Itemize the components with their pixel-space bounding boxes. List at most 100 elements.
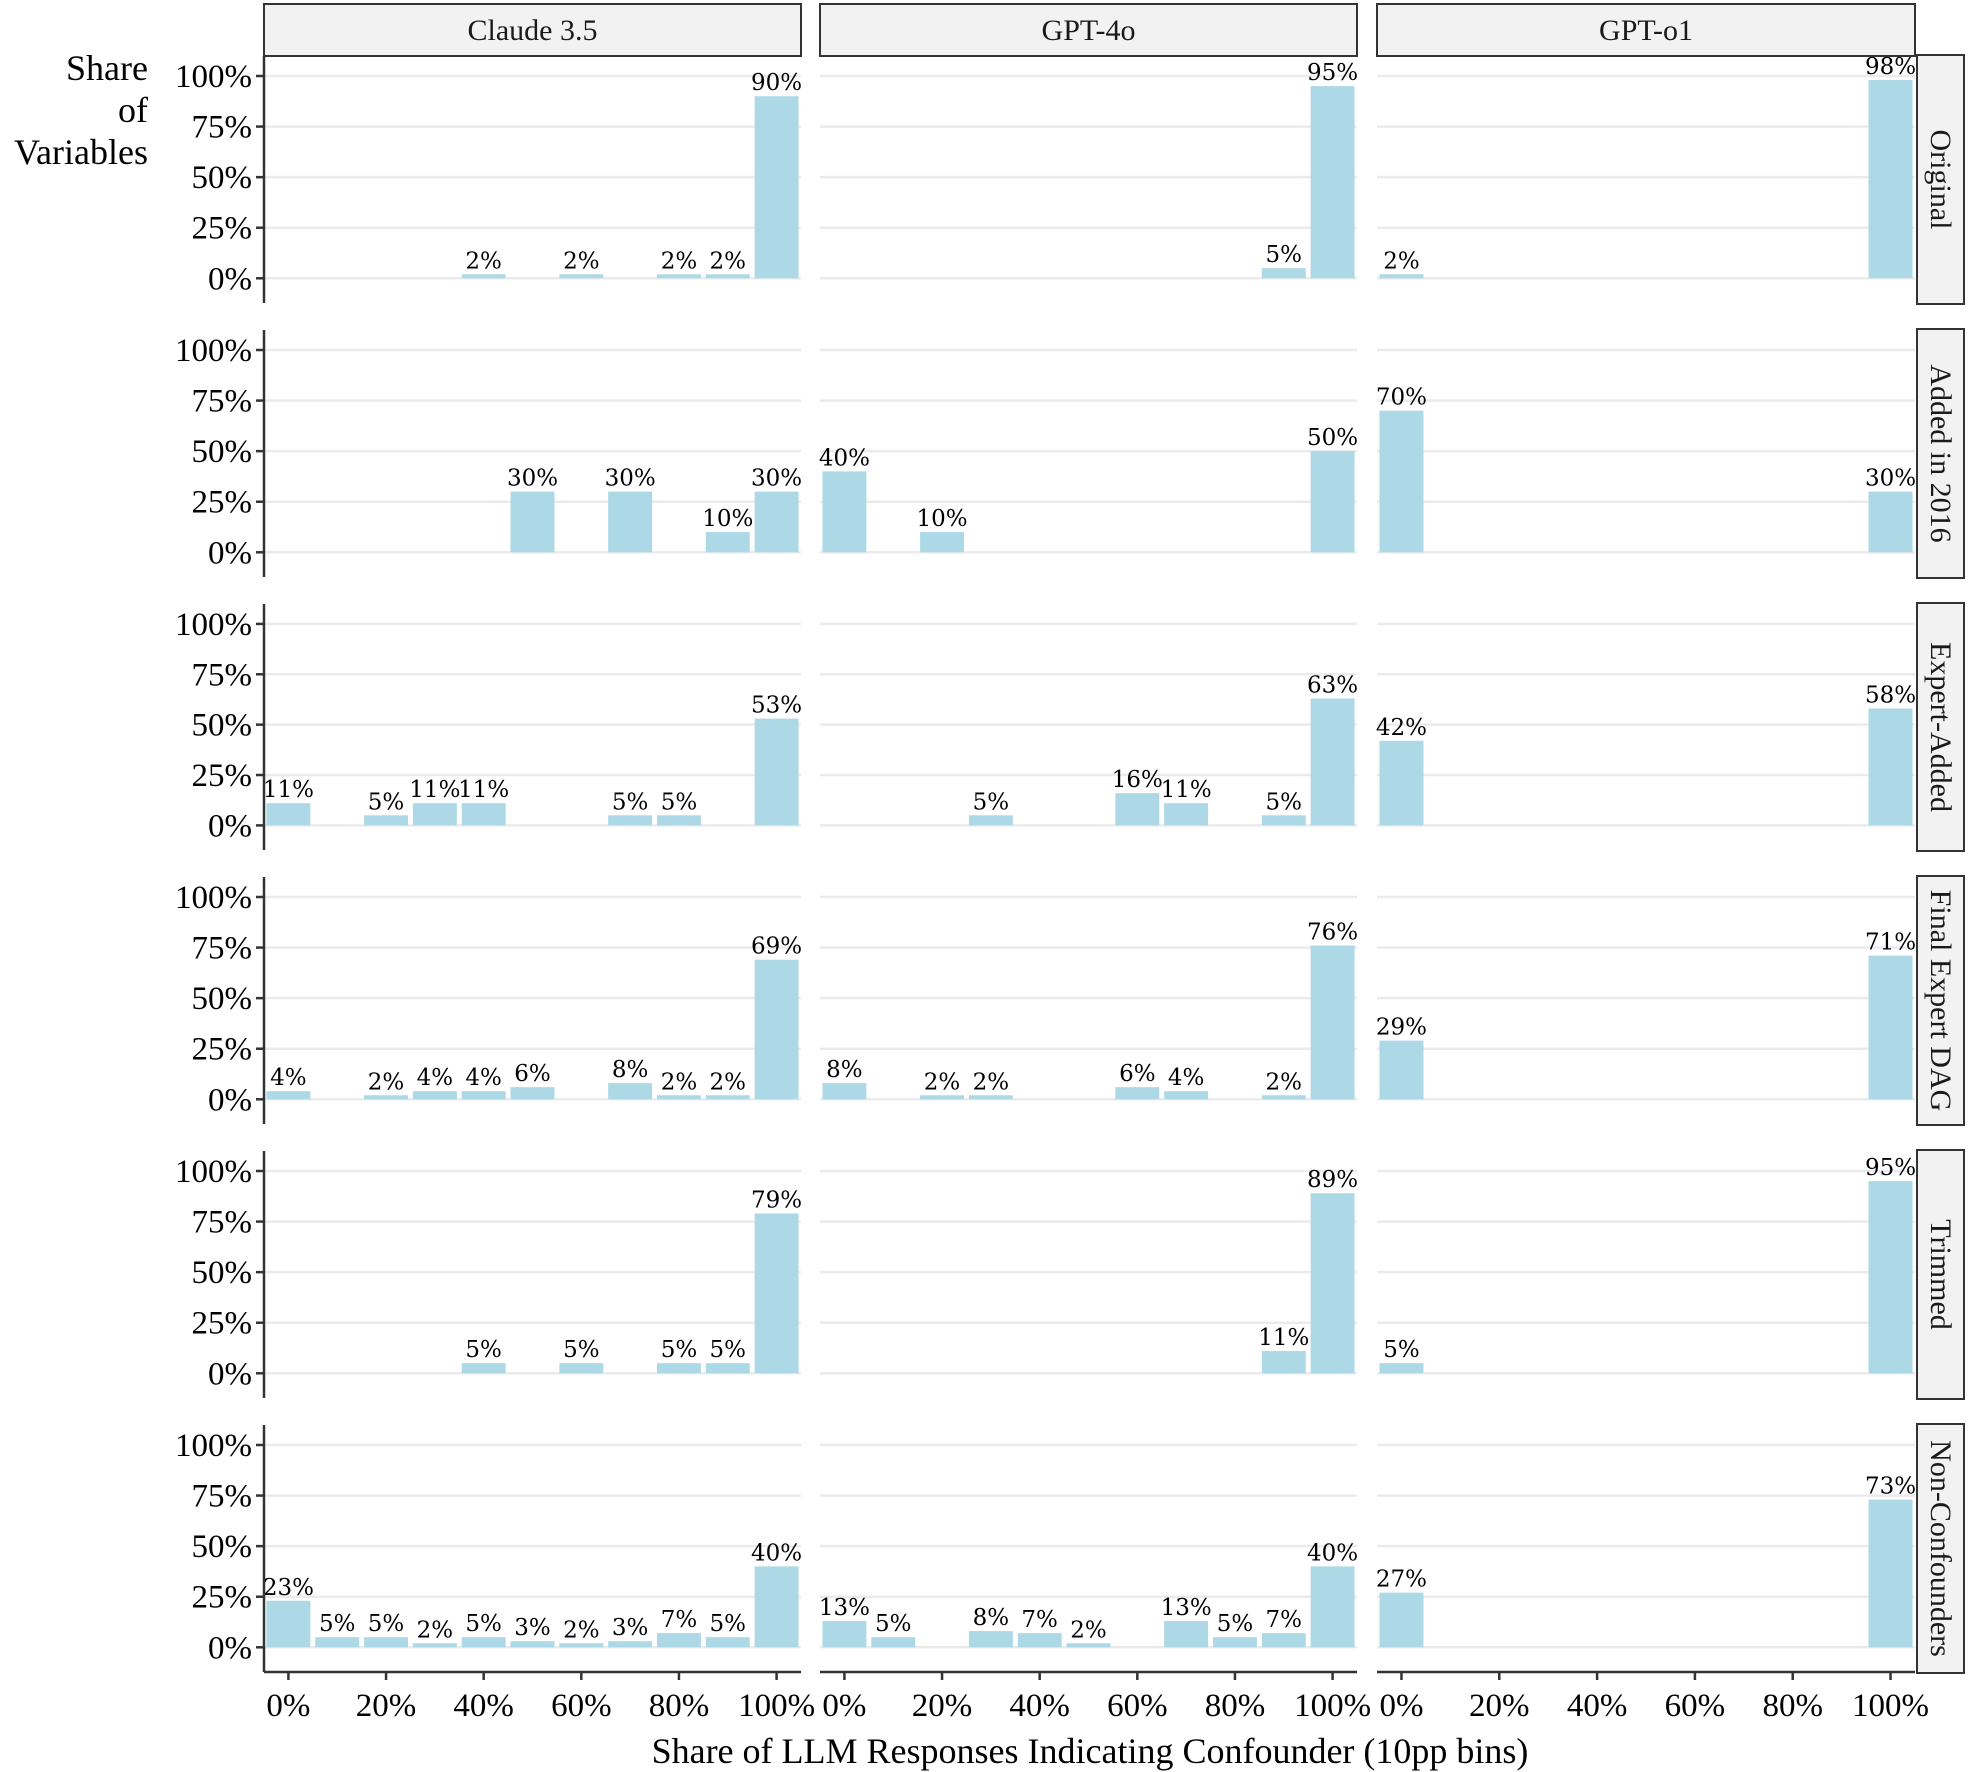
data-label: 4%	[417, 1065, 454, 1091]
bar	[754, 959, 799, 1100]
x-tick-label: 80%	[1762, 1688, 1823, 1724]
x-tick-label: 20%	[1469, 1688, 1530, 1724]
bar	[1310, 1566, 1355, 1648]
data-label: 27%	[1376, 1567, 1427, 1593]
data-label: 5%	[368, 1611, 405, 1637]
data-label: 7%	[1266, 1607, 1303, 1633]
data-label: 53%	[751, 693, 802, 719]
y-tick-label: 75%	[192, 110, 253, 146]
x-tick-label: 100%	[738, 1688, 815, 1724]
bar	[1261, 815, 1306, 826]
y-tick-label: 100%	[175, 1428, 252, 1464]
data-label: 98%	[1865, 54, 1916, 80]
data-label: 6%	[514, 1061, 551, 1087]
y-tick-label: 25%	[192, 1580, 253, 1616]
y-tick-label: 100%	[175, 607, 252, 643]
bar	[871, 1637, 916, 1648]
data-label: 4%	[1168, 1065, 1205, 1091]
data-label: 5%	[368, 789, 405, 815]
bar	[559, 274, 604, 279]
strips-layer: Original Added in 2016 Expert-Added Final E…	[263, 3, 1965, 1674]
panel-3-1: 8% 2% 2% 6% 4% 2% 76%	[820, 895, 1358, 1101]
data-label: 69%	[751, 934, 802, 960]
row-strip-label: Trimmed	[1924, 1219, 1957, 1330]
panel-5-2: 27% 73%	[1376, 1443, 1916, 1649]
bar	[1261, 1633, 1306, 1648]
y-tick-label: 50%	[192, 160, 253, 196]
y-tick-label: 50%	[192, 1529, 253, 1565]
bar	[1868, 491, 1913, 553]
data-label: 5%	[710, 1611, 747, 1637]
bar	[968, 1095, 1013, 1100]
row-strip-box	[1916, 328, 1965, 579]
data-label: 2%	[368, 1069, 405, 1095]
data-label: 2%	[661, 1069, 698, 1095]
column-strip: Claude 3.5	[263, 3, 802, 57]
bar	[559, 1643, 604, 1648]
x-tick-label: 0%	[822, 1688, 866, 1724]
column-strip: GPT-4o	[819, 3, 1358, 57]
row-strip-box	[1916, 1149, 1965, 1400]
y-tick-label: 100%	[175, 333, 252, 369]
bar	[1868, 708, 1913, 826]
bar	[608, 815, 653, 826]
y-tick-label: 0%	[208, 1082, 252, 1118]
row-strip: Original	[1916, 54, 1965, 305]
column-strip-box	[1376, 3, 1916, 57]
bar	[559, 1363, 604, 1374]
x-tick-label: 100%	[1294, 1688, 1371, 1724]
y-tick-label: 0%	[208, 1356, 252, 1392]
data-label: 2%	[465, 248, 502, 274]
row-strip-label: Non-Confounders	[1924, 1440, 1957, 1657]
bar	[656, 1363, 701, 1374]
bar	[754, 491, 799, 553]
bar	[656, 274, 701, 279]
x-tick-label: 20%	[912, 1688, 973, 1724]
y-tick-label: 75%	[192, 1479, 253, 1515]
bar	[656, 1095, 701, 1100]
bar	[1164, 803, 1209, 826]
bar	[412, 803, 457, 826]
bar	[705, 1095, 750, 1100]
row-strip: Trimmed	[1916, 1149, 1965, 1400]
y-axis-title-line: Share	[66, 48, 148, 88]
bar	[266, 1600, 311, 1648]
data-label: 8%	[612, 1057, 649, 1083]
data-label: 29%	[1376, 1015, 1427, 1041]
bar	[754, 718, 799, 826]
data-label: 23%	[263, 1575, 314, 1601]
data-label: 2%	[1383, 248, 1420, 274]
y-tick-label: 0%	[208, 261, 252, 297]
panel-5-0: 23%5% 5% 2% 5% 3% 2% 3% 7% 5%40%	[263, 1443, 802, 1649]
x-tick-label: 100%	[1852, 1688, 1929, 1724]
data-label: 2%	[563, 248, 600, 274]
x-tick-label: 0%	[1379, 1688, 1423, 1724]
bar	[1261, 1351, 1306, 1374]
bar	[266, 803, 311, 826]
bar	[754, 1566, 799, 1648]
column-strip-label: Claude 3.5	[468, 14, 598, 47]
data-label: 8%	[973, 1605, 1010, 1631]
data-label: 63%	[1307, 672, 1358, 698]
bar	[1310, 86, 1355, 279]
bar	[822, 1083, 867, 1100]
x-tick-label: 40%	[1009, 1688, 1070, 1724]
y-tick-label: 0%	[208, 1630, 252, 1666]
panel-0-1: 5% 95%	[820, 60, 1358, 280]
y-tick-label: 100%	[175, 1154, 252, 1190]
y-tick-label: 25%	[192, 1032, 253, 1068]
bar	[608, 1083, 653, 1100]
data-label: 70%	[1376, 385, 1427, 411]
data-label: 5%	[1266, 789, 1303, 815]
bar	[822, 1621, 867, 1648]
row-strip-box	[1916, 1423, 1965, 1674]
data-label: 2%	[563, 1617, 600, 1643]
data-label: 11%	[1161, 777, 1212, 803]
bar	[1868, 1499, 1913, 1648]
data-label: 11%	[263, 777, 314, 803]
column-strip-box	[263, 3, 802, 57]
data-label: 11%	[458, 777, 509, 803]
bar	[754, 96, 799, 279]
bar	[1868, 1181, 1913, 1374]
data-label: 4%	[270, 1065, 307, 1091]
